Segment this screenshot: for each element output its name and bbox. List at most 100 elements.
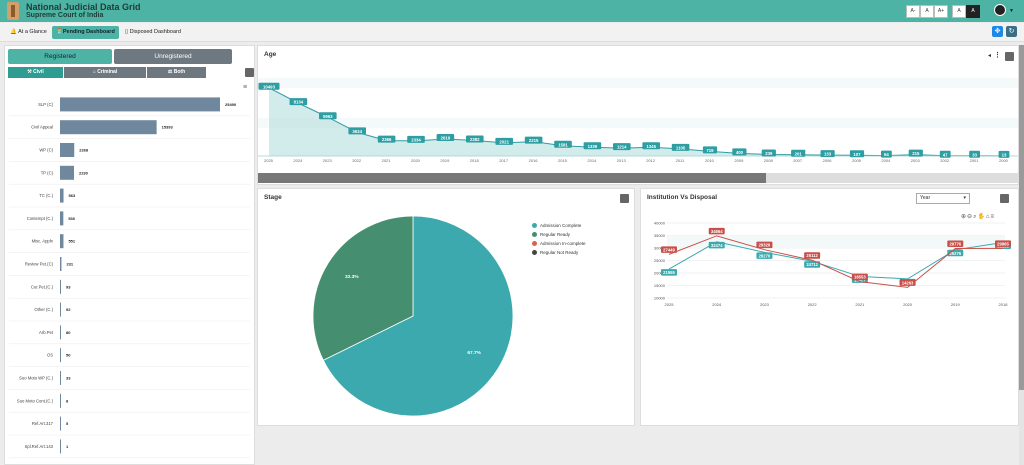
age-data-label-bg (466, 135, 484, 143)
y-tick: 30000 (654, 246, 666, 251)
menu-icon[interactable]: ≡ (990, 214, 996, 220)
bell-icon: 🔔 (10, 29, 17, 35)
legend-admission-complete[interactable]: Admission Complete (532, 223, 581, 228)
case-type-bar[interactable] (60, 371, 61, 385)
table-view-icon[interactable] (1005, 52, 1014, 61)
case-type-bar[interactable] (60, 416, 61, 431)
case-type-bar[interactable] (60, 325, 61, 340)
case-type-bar[interactable] (60, 188, 64, 203)
case-type-bar[interactable] (60, 439, 61, 454)
disposal-label: 29865 (997, 241, 1009, 246)
tab-civil[interactable]: ⚒ Civil (8, 67, 63, 78)
age-data-label-bg (761, 149, 776, 157)
case-type-bar[interactable] (60, 279, 61, 294)
chart-menu-icon[interactable]: ≡ (243, 84, 247, 91)
case-type-label: Arb.Pet (39, 330, 54, 335)
case-type-value: 50 (66, 353, 71, 358)
document-icon: ▯ (125, 29, 129, 35)
age-data-label: 201 (795, 151, 803, 156)
case-type-label: Review Pet.(C) (25, 262, 54, 267)
table-view-icon[interactable] (620, 194, 629, 203)
legend-regular-ready[interactable]: Regular Ready (532, 232, 570, 237)
legend-label: Regular Not Ready (540, 250, 579, 255)
search-icon[interactable]: ⌕ (973, 214, 978, 220)
case-type-label: WP (C) (39, 148, 53, 153)
dark-theme-button[interactable]: A (966, 5, 980, 18)
age-data-label: 2334 (411, 137, 421, 142)
age-data-label: 8134 (294, 100, 304, 105)
stage-title: Stage (264, 194, 282, 201)
font-normal-button[interactable]: A (920, 5, 934, 18)
case-type-bar[interactable] (60, 348, 61, 363)
refresh-icon[interactable]: ↻ (1006, 26, 1017, 37)
case-type-label: Ref.Art.317 (32, 421, 54, 426)
case-type-value: 1 (66, 444, 69, 449)
age-data-label-bg (820, 150, 835, 158)
institution-label-bg (661, 269, 677, 276)
x-tick: 2020 (903, 302, 913, 307)
tab-criminal[interactable]: ⌂ Criminal (64, 67, 146, 78)
home-icon[interactable]: ⌂ (985, 214, 991, 220)
tab-both[interactable]: ⚖ Both (147, 67, 206, 78)
case-type-bar[interactable] (60, 257, 62, 271)
case-type-bar[interactable] (60, 120, 157, 135)
registered-button[interactable]: Registered (8, 49, 112, 64)
case-type-bar[interactable] (60, 165, 74, 180)
horizontal-scrollbar[interactable] (258, 173, 1018, 183)
pan-icon[interactable]: ✋ (977, 214, 986, 220)
age-x-tick: 2016 (529, 158, 539, 163)
age-data-label: 13 (1002, 153, 1007, 158)
age-data-label: 5963 (323, 114, 333, 119)
tab-pending-dashboard[interactable]: ⏳Pending Dashboard (52, 26, 119, 39)
age-data-label: 3634 (352, 129, 362, 134)
tab-at-a-glance[interactable]: 🔔 At a Glance (6, 26, 51, 39)
chevron-down-icon[interactable]: ▼ (1009, 8, 1014, 14)
pie-slice[interactable] (312, 215, 414, 361)
hourglass-icon: ⏳ (56, 29, 63, 35)
legend-regular-not-ready[interactable]: Regular Not Ready (532, 250, 578, 255)
zoom-out-icon[interactable]: ⊖ (967, 214, 974, 220)
age-x-tick: 2008 (764, 158, 774, 163)
disposal-label: 27449 (663, 247, 675, 252)
table-view-icon[interactable] (1000, 194, 1009, 203)
case-type-bar[interactable] (60, 143, 75, 157)
case-type-bar[interactable] (60, 302, 61, 317)
light-theme-button[interactable]: A (952, 5, 966, 18)
legend-admission-incomplete[interactable]: Admission In-complete (532, 241, 586, 246)
age-x-tick: 2021 (382, 158, 392, 163)
disposal-label-bg (661, 246, 677, 253)
grid-band (258, 118, 1018, 128)
zoom-in-icon[interactable]: ⊕ (961, 214, 968, 220)
pie-slice[interactable] (322, 215, 514, 417)
case-type-bar[interactable] (60, 393, 61, 408)
age-data-label: 719 (706, 148, 714, 153)
case-type-label: Other (C.) (34, 307, 53, 312)
case-type-bar[interactable] (60, 97, 220, 112)
font-increase-button[interactable]: A+ (934, 5, 948, 18)
disposal-label-bg (899, 279, 916, 286)
tab-disposed-dashboard[interactable]: ▯ Disposed Dashboard (121, 26, 185, 39)
tab-label: At a Glance (18, 29, 47, 35)
age-x-tick: 2019 (440, 158, 450, 163)
disposal-label: 16553 (854, 275, 866, 280)
unregistered-button[interactable]: Unregistered (114, 49, 232, 64)
menu-dots-icon[interactable]: ⋮ (994, 52, 1001, 59)
table-view-icon[interactable] (245, 68, 254, 77)
period-select[interactable]: Year (916, 193, 970, 204)
age-data-label: 1339 (588, 144, 598, 149)
legend-dot (532, 250, 537, 255)
scrollbar-thumb[interactable] (1019, 45, 1024, 390)
scrollbar-thumb[interactable] (258, 173, 766, 183)
disposal-line (668, 235, 1004, 288)
institution-label: 32474 (711, 243, 723, 248)
case-type-bar[interactable] (60, 211, 64, 226)
scroll-arrows-icon[interactable]: ◂ (988, 53, 992, 59)
case-type-bar[interactable] (60, 234, 64, 249)
disposal-label-bg (851, 273, 868, 281)
page-scrollbar[interactable] (1019, 45, 1024, 465)
institution-label-bg (756, 252, 773, 259)
expand-icon[interactable]: ✥ (992, 26, 1003, 37)
age-x-tick: 2025 (264, 158, 274, 163)
settings-gear-icon[interactable] (994, 4, 1006, 16)
font-decrease-button[interactable]: A- (906, 5, 920, 18)
